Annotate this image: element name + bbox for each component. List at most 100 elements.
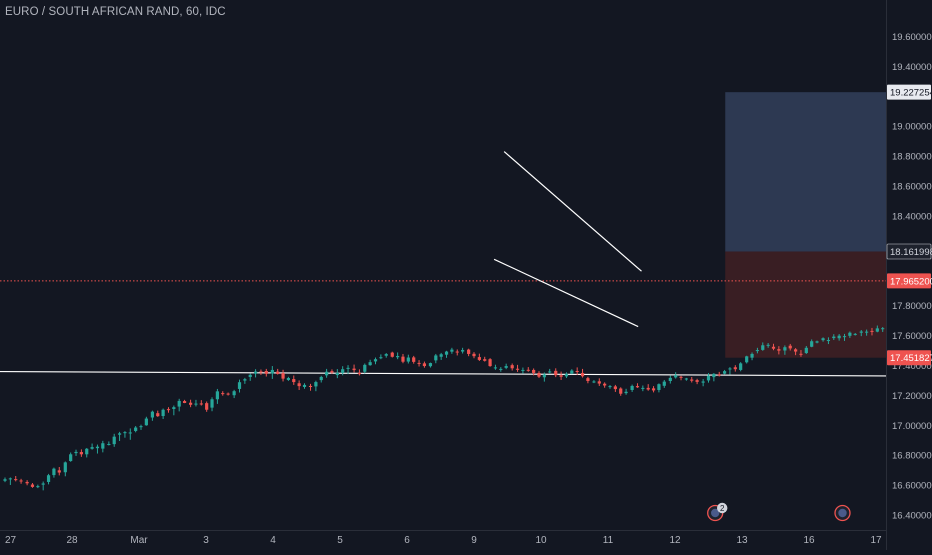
trend-line-wedge-lower[interactable] [493, 258, 639, 328]
price-tag[interactable]: 18.161998 [886, 243, 932, 260]
price-tag-bg [886, 243, 932, 260]
candle-body [341, 369, 345, 373]
candle-body [69, 454, 73, 462]
candle-body [472, 353, 476, 357]
candle [717, 371, 721, 377]
event-marker-icon[interactable] [834, 504, 851, 522]
candle-body [172, 407, 176, 409]
candle [79, 449, 83, 457]
candle [641, 385, 645, 392]
candle-body [166, 409, 171, 411]
candle [308, 383, 313, 391]
price-axis-label: 19.000000 [892, 122, 932, 133]
candle-body [194, 403, 198, 405]
candle-body [85, 448, 89, 455]
candle-body [19, 480, 23, 482]
stop-loss-zone[interactable] [725, 251, 893, 358]
candle [434, 353, 438, 364]
candle [373, 357, 378, 365]
candle [243, 377, 247, 384]
candle [794, 348, 798, 356]
candle-body [302, 384, 307, 387]
candle-body [722, 371, 727, 374]
candle-body [14, 479, 18, 481]
candle [499, 367, 503, 372]
candle [554, 368, 558, 378]
candle-body [554, 370, 558, 376]
candle [319, 375, 323, 383]
candle-body [215, 391, 219, 400]
profit-target-zone[interactable] [725, 92, 893, 252]
candle-body [575, 370, 579, 372]
trend-line-wedge-upper[interactable] [503, 151, 642, 272]
candle [537, 371, 541, 379]
candle-body [717, 374, 721, 376]
candle [85, 448, 89, 458]
candle-body [177, 400, 181, 407]
candle [668, 375, 672, 384]
candle [875, 325, 879, 333]
candle [712, 373, 716, 382]
candle [412, 355, 416, 364]
candle-body [36, 486, 40, 488]
candle-body [57, 470, 61, 473]
trend-line-support-horizontal[interactable] [0, 370, 887, 377]
candle [3, 477, 7, 483]
time-axis-label: 16 [803, 535, 815, 546]
candle-body [150, 411, 154, 418]
candle-body [865, 331, 869, 333]
candle-body [264, 370, 268, 374]
price-tag[interactable]: 19.227254 [887, 84, 932, 100]
candle [330, 369, 334, 374]
candle [177, 398, 181, 412]
candle-body [564, 374, 569, 377]
candle [302, 383, 307, 389]
candle [870, 327, 874, 336]
candle-body [619, 388, 623, 394]
candle [215, 388, 219, 404]
candle-body [379, 357, 383, 359]
candle [69, 452, 73, 462]
candle-body [243, 379, 247, 381]
time-axis-label: 27 [5, 535, 17, 546]
candle [761, 342, 765, 351]
candle-body [695, 380, 699, 382]
candle [859, 330, 863, 337]
candle-body [390, 352, 394, 357]
price-tag[interactable]: 17.451827 [887, 350, 932, 366]
candle [63, 461, 67, 477]
event-marker-icon[interactable]: 2 [707, 502, 728, 522]
candle-body [412, 357, 416, 362]
candle-body [848, 332, 852, 336]
candle-body [63, 462, 67, 473]
price-tag[interactable]: 17.965200 [887, 273, 932, 289]
candle-body [368, 362, 372, 366]
candle [314, 380, 318, 392]
candle [488, 358, 492, 367]
candle [455, 349, 459, 356]
candle [101, 440, 105, 453]
candle-body [30, 484, 35, 487]
candle [52, 467, 56, 478]
price-tag-bg [887, 84, 931, 100]
candle [25, 480, 29, 486]
candle-body [134, 427, 138, 431]
candle-body [41, 483, 45, 485]
candle-body [417, 362, 421, 364]
candle-body [493, 367, 498, 369]
candle-body [761, 345, 765, 350]
candle-body [646, 387, 650, 390]
candle-body [117, 433, 122, 435]
candle [706, 373, 711, 383]
candle [771, 343, 776, 351]
price-axis-label: 18.800000 [892, 152, 932, 163]
candle [166, 407, 171, 413]
time-axis-label: 6 [404, 535, 410, 546]
candle-body [396, 356, 400, 358]
candle [690, 376, 694, 383]
candle-body [384, 354, 388, 356]
candle [276, 368, 280, 375]
candle-body [444, 351, 449, 355]
